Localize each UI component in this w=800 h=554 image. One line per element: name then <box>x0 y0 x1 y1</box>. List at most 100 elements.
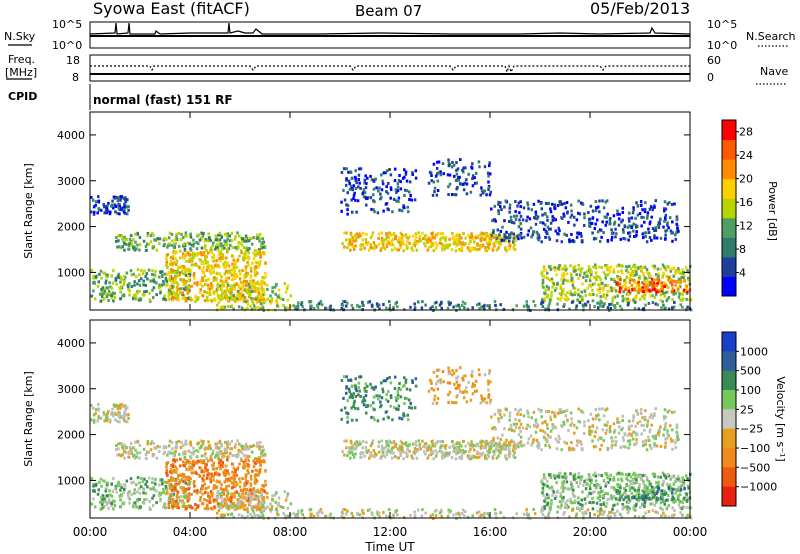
freq-panel-frame <box>89 54 691 82</box>
power-cell <box>112 195 116 199</box>
velocity-cell <box>214 453 218 457</box>
power-cell <box>357 173 361 177</box>
power-cell <box>540 302 543 306</box>
velocity-cell <box>455 395 458 399</box>
velocity-cell <box>133 501 137 505</box>
power-cell <box>350 177 354 181</box>
velocity-cell <box>114 412 118 416</box>
power-cell <box>542 265 546 269</box>
velocity-cell <box>218 452 222 456</box>
velocity-cell <box>542 435 546 439</box>
power-cell <box>483 237 486 241</box>
power-cell <box>677 270 680 274</box>
colorbar-segment <box>722 120 736 141</box>
velocity-cell <box>380 447 384 451</box>
velocity-cell <box>151 496 154 500</box>
velocity-cell <box>509 427 513 431</box>
velocity-cell <box>187 449 190 453</box>
velocity-cell <box>189 504 192 508</box>
power-cell <box>253 282 256 286</box>
power-cell <box>453 241 457 245</box>
y-tick-label: 1000 <box>57 266 85 279</box>
power-cell <box>340 200 343 204</box>
velocity-cell <box>117 404 120 408</box>
power-cell <box>141 272 145 276</box>
velocity-cell <box>103 413 106 417</box>
power-cell <box>235 273 238 277</box>
velocity-cell <box>675 423 679 427</box>
power-cell <box>246 302 250 306</box>
velocity-cell <box>346 420 349 424</box>
power-cell <box>243 273 247 277</box>
power-cell <box>588 221 591 225</box>
power-cell <box>644 303 647 307</box>
power-cell <box>392 305 395 309</box>
velocity-cell <box>457 386 461 390</box>
power-cell <box>648 222 652 226</box>
power-cell <box>357 185 360 189</box>
power-cell <box>608 302 611 306</box>
velocity-cell <box>192 446 195 450</box>
power-cell <box>563 232 566 236</box>
velocity-cell <box>438 449 442 453</box>
power-cell <box>662 272 666 276</box>
power-cell <box>406 205 409 209</box>
power-cell <box>220 247 224 251</box>
power-cell <box>101 286 105 290</box>
velocity-cell <box>109 418 112 422</box>
power-cell <box>116 245 119 249</box>
power-cell <box>492 235 496 239</box>
velocity-cell <box>411 379 414 383</box>
power-cell <box>159 285 162 289</box>
power-cell <box>162 297 165 301</box>
power-cell <box>403 168 406 172</box>
power-cell <box>165 284 168 288</box>
power-cell <box>654 288 658 292</box>
velocity-cell <box>176 478 179 482</box>
velocity-cell <box>146 450 149 454</box>
power-cell <box>549 221 553 225</box>
power-cell <box>525 300 528 304</box>
velocity-cell <box>220 500 224 504</box>
power-cell <box>209 268 212 272</box>
power-cell <box>549 268 553 272</box>
velocity-cell <box>110 494 114 498</box>
velocity-cell <box>172 478 175 482</box>
power-cell <box>554 229 558 233</box>
power-cell <box>682 297 685 301</box>
velocity-cell <box>489 398 492 402</box>
velocity-cell <box>162 505 165 509</box>
power-cell <box>621 298 625 302</box>
velocity-cell <box>230 492 233 496</box>
velocity-cell <box>236 439 239 443</box>
velocity-cell <box>452 446 456 450</box>
power-cell <box>215 243 219 247</box>
power-cell <box>191 251 195 255</box>
power-cell <box>616 275 619 279</box>
power-cell <box>654 199 658 203</box>
velocity-cell <box>207 440 210 444</box>
velocity-cell <box>359 455 362 459</box>
power-cell <box>223 295 227 299</box>
power-cell <box>671 298 674 302</box>
power-cell <box>136 291 139 295</box>
power-cell <box>221 253 225 257</box>
velocity-cell <box>149 448 153 452</box>
power-cell <box>667 286 670 290</box>
velocity-cell <box>226 489 229 493</box>
velocity-cell <box>387 389 390 393</box>
velocity-cell <box>119 442 122 446</box>
power-cell <box>219 306 223 310</box>
power-cell <box>632 229 635 233</box>
velocity-cell <box>162 446 165 450</box>
power-cell <box>450 248 454 252</box>
power-cell <box>389 188 393 192</box>
power-cell <box>553 266 557 270</box>
power-cell <box>664 207 668 211</box>
velocity-cell <box>235 490 239 494</box>
velocity-cell <box>401 446 404 450</box>
velocity-cell <box>508 452 512 456</box>
power-cell <box>609 306 613 310</box>
power-cell <box>540 240 543 244</box>
velocity-cell <box>628 427 631 431</box>
